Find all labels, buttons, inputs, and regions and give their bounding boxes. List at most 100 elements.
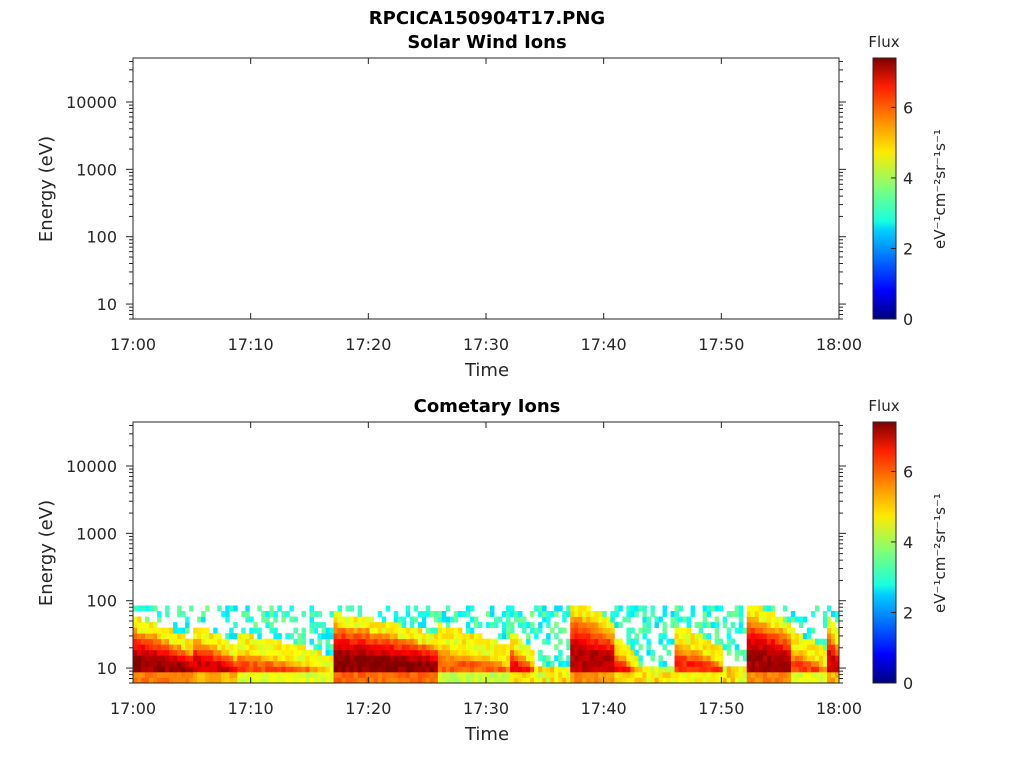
- spectrogram-cell: [738, 610, 744, 617]
- spectrogram-cell: [662, 627, 667, 634]
- spectrogram-cell: [774, 660, 780, 667]
- spectrogram-cell: [149, 622, 154, 629]
- spectrogram-cell: [558, 671, 563, 678]
- spectrogram-cell: [193, 677, 198, 683]
- spectrogram-cell: [185, 655, 190, 662]
- spectrogram-cell: [726, 633, 732, 640]
- spectrogram-cell: [778, 627, 784, 634]
- spectrogram-cell: [590, 660, 595, 667]
- spectrogram-cell: [385, 605, 391, 612]
- spectrogram-cell: [614, 605, 619, 612]
- x-tick-label: 17:50: [698, 699, 744, 718]
- spectrogram-cell: [205, 660, 210, 667]
- spectrogram-cell: [369, 649, 375, 656]
- spectrogram-cell: [778, 671, 784, 678]
- spectrogram-cell: [157, 644, 162, 651]
- spectrogram-cell: [425, 644, 431, 651]
- spectrogram-cell: [510, 627, 515, 634]
- spectrogram-cell: [830, 622, 836, 629]
- spectrogram-cell: [369, 671, 375, 678]
- spectrogram-cell: [281, 610, 286, 617]
- spectrogram-cell: [133, 638, 138, 645]
- spectrogram-cell: [514, 666, 519, 673]
- spectrogram-cell: [365, 638, 371, 645]
- spectrogram-cell: [169, 627, 174, 634]
- spectrogram-cell: [826, 666, 832, 673]
- spectrogram-cell: [630, 638, 635, 645]
- spectrogram-cell: [806, 649, 812, 656]
- spectrogram-cell: [646, 666, 651, 673]
- spectrogram-cell: [413, 627, 419, 634]
- spectrogram-cell: [185, 627, 190, 634]
- spectrogram-cell: [706, 610, 712, 617]
- spectrogram-cell: [449, 671, 455, 678]
- spectrogram-cell: [610, 633, 615, 640]
- spectrogram-cell: [169, 633, 174, 640]
- spectrogram-cell: [273, 660, 278, 667]
- spectrogram-cell: [269, 622, 274, 629]
- spectrogram-cell: [381, 616, 387, 623]
- spectrogram-cell: [321, 627, 326, 634]
- spectrogram-cell: [393, 638, 399, 645]
- spectrogram-cell: [826, 633, 832, 640]
- spectrogram-cell: [686, 677, 691, 683]
- spectrogram-cell: [806, 666, 812, 673]
- spectrogram-cell: [277, 677, 282, 683]
- spectrogram-cell: [826, 638, 832, 645]
- spectrogram-cell: [205, 666, 210, 673]
- spectrogram-cell: [369, 644, 375, 651]
- spectrogram-cell: [137, 677, 142, 683]
- spectrogram-cell: [818, 638, 824, 645]
- spectrogram-cell: [834, 644, 839, 651]
- spectrogram-cell: [161, 644, 166, 651]
- spectrogram-cell: [473, 633, 479, 640]
- spectrogram-cell: [145, 633, 150, 640]
- spectrogram-cell: [473, 622, 479, 629]
- spectrogram-cell: [357, 633, 363, 640]
- spectrogram-cell: [790, 655, 796, 662]
- spectrogram-cell: [614, 677, 619, 683]
- spectrogram-cell: [826, 677, 832, 683]
- spectrogram-cell: [670, 616, 675, 623]
- spectrogram-cell: [465, 644, 471, 651]
- spectrogram-cell: [293, 677, 298, 683]
- spectrogram-cell: [305, 677, 310, 683]
- spectrogram-cell: [614, 644, 619, 651]
- spectrogram-cell: [766, 644, 772, 651]
- spectrogram-cell: [510, 638, 515, 645]
- spectrogram-cell: [490, 660, 495, 667]
- spectrogram-cell: [486, 638, 491, 645]
- spectrogram-cell: [465, 660, 471, 667]
- spectrogram-cell: [189, 677, 194, 683]
- y-tick-label: 1000: [76, 160, 117, 179]
- spectrogram-cell: [698, 649, 704, 656]
- spectrogram-cell: [309, 655, 314, 662]
- spectrogram-cell: [257, 627, 262, 634]
- spectrogram-cell: [317, 655, 322, 662]
- spectrogram-cell: [349, 649, 355, 656]
- spectrogram-cell: [578, 660, 583, 667]
- spectrogram-cell: [754, 660, 760, 667]
- spectrogram-cell: [550, 627, 555, 634]
- spectrogram-cell: [594, 666, 599, 673]
- spectrogram-cell: [477, 660, 483, 667]
- spectrogram-cell: [357, 666, 363, 673]
- spectrogram-cell: [794, 677, 800, 683]
- spectrogram-cell: [193, 633, 198, 640]
- spectrogram-cell: [506, 605, 511, 612]
- spectrogram-cell: [369, 633, 375, 640]
- spectrogram-cell: [145, 616, 150, 623]
- spectrogram-cell: [153, 671, 158, 678]
- y-tick-label: 10: [97, 295, 117, 314]
- spectrogram-cell: [133, 660, 138, 667]
- spectrogram-cell: [457, 666, 463, 673]
- spectrogram-cell: [494, 655, 499, 662]
- spectrogram-cell: [221, 655, 226, 662]
- spectrogram-cell: [361, 638, 367, 645]
- spectrogram-cell: [273, 610, 278, 617]
- spectrogram-cell: [209, 677, 214, 683]
- spectrogram-cell: [169, 666, 174, 673]
- spectrogram-cell: [245, 671, 250, 678]
- spectrogram-cell: [662, 633, 667, 640]
- spectrogram-cell: [421, 677, 427, 683]
